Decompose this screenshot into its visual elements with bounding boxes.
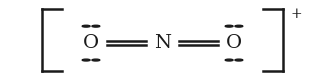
Circle shape	[92, 59, 100, 61]
Circle shape	[82, 59, 90, 61]
Circle shape	[235, 25, 243, 27]
Circle shape	[225, 59, 233, 61]
Text: N: N	[154, 34, 171, 52]
Circle shape	[225, 25, 233, 27]
Circle shape	[92, 25, 100, 27]
Text: O: O	[83, 34, 99, 52]
Text: +: +	[291, 7, 303, 21]
Circle shape	[82, 25, 90, 27]
Text: O: O	[226, 34, 242, 52]
Circle shape	[235, 59, 243, 61]
